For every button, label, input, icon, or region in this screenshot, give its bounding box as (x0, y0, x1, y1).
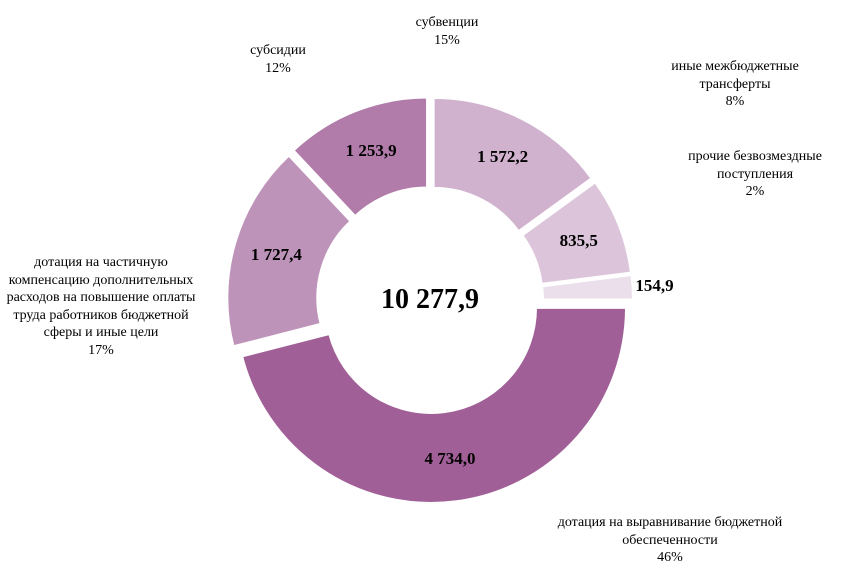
slice-label-pct: 17% (88, 343, 114, 358)
slice-label-text: субвенции (416, 15, 479, 30)
slice-label-text: иные межбюджетные трансферты (671, 59, 799, 92)
slice-label-equalization: дотация на выравнивание бюджетной обеспе… (545, 514, 795, 567)
center-total: 10 277,9 (381, 284, 479, 316)
slice-label-pct: 46% (657, 550, 683, 565)
slice-label-pct: 15% (434, 33, 460, 48)
slice-label-pct: 8% (726, 94, 745, 109)
slice-value-equalization: 4 734,0 (425, 449, 476, 469)
slice-label-other-ibt: иные межбюджетные трансферты 8% (635, 58, 835, 111)
slice-label-text: дотация на выравнивание бюджетной обеспе… (558, 515, 783, 548)
slice-label-text: прочие безвозмездные поступления (688, 149, 822, 182)
slice-label-subventions: субвенции 15% (382, 14, 512, 49)
slice-value-compensation: 1 727,4 (251, 245, 302, 265)
slice-value-subsidies: 1 253,9 (346, 141, 397, 161)
slice-label-subsidies: субсидии 12% (218, 42, 338, 77)
slice-label-other-grat: прочие безвозмездные поступления 2% (660, 148, 850, 201)
slice-label-compensation: дотация на частичную компенсацию дополни… (2, 254, 200, 359)
slice-value-other-ibt: 835,5 (560, 231, 598, 251)
slice-equalization (242, 308, 626, 503)
slice-value-other-grat: 154,9 (635, 276, 673, 296)
slice-label-pct: 12% (265, 61, 291, 76)
slice-label-text: дотация на частичную компенсацию дополни… (7, 255, 196, 340)
slice-label-pct: 2% (746, 184, 765, 199)
slice-label-text: субсидии (250, 43, 306, 58)
slice-value-subventions: 1 572,2 (477, 147, 528, 167)
donut-chart: 10 277,9 1 572,2 835,5 154,9 4 734,0 1 7… (0, 0, 851, 580)
